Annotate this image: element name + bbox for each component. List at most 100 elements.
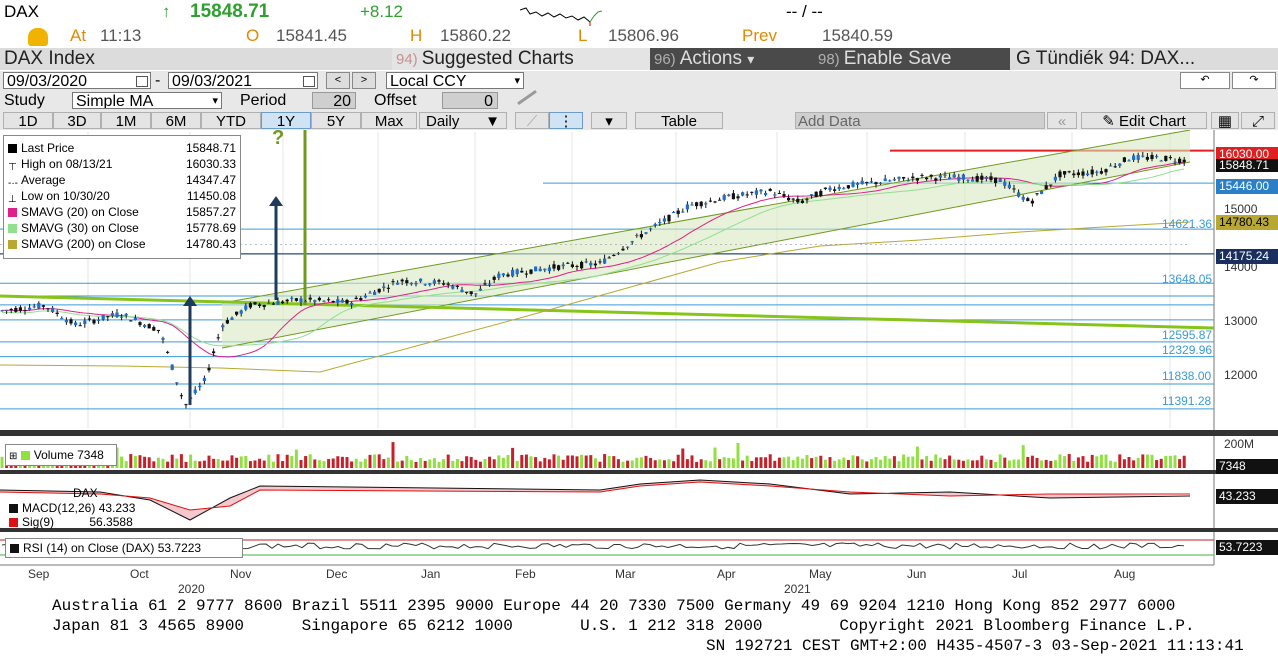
undo-button[interactable]: ↶ — [1180, 72, 1230, 89]
line-chart-button[interactable]: ⟋ — [515, 112, 549, 130]
candle — [1104, 169, 1108, 173]
candle — [32, 306, 36, 308]
volume-bar — [129, 454, 133, 468]
prev-period-button[interactable]: < — [326, 72, 350, 89]
range-1d[interactable]: 1D — [3, 112, 53, 130]
candle — [584, 261, 588, 263]
volume-bar — [787, 456, 791, 468]
range-3d[interactable]: 3D — [53, 112, 101, 130]
tag-last-price: 15848.71 — [1216, 159, 1278, 172]
alert-icon[interactable] — [28, 28, 48, 46]
range-1y[interactable]: 1Y — [261, 112, 311, 130]
volume-bar — [345, 457, 349, 468]
candle — [543, 268, 547, 271]
actions-button[interactable]: 96) Actions ▾ — [650, 48, 814, 70]
start-date-input[interactable]: 09/03/2020 — [3, 72, 151, 89]
legend-last[interactable]: Last Price 15848.71 — [8, 141, 236, 156]
security-name[interactable]: DAX Index — [0, 48, 395, 70]
volume-bar — [879, 459, 883, 468]
candle — [161, 337, 165, 340]
volume-bar — [465, 456, 469, 468]
range-1m[interactable]: 1M — [101, 112, 151, 130]
candle — [55, 312, 59, 314]
candle — [580, 261, 584, 269]
candle — [644, 232, 648, 234]
legend-sma200[interactable]: SMAVG (200) on Close 14780.43 — [8, 237, 236, 252]
legend-sma30[interactable]: SMAVG (30) on Close 15778.69 — [8, 221, 236, 236]
volume-bar — [202, 460, 206, 468]
chart-settings-icon[interactable]: ▦ — [1211, 112, 1239, 130]
offset-label: Offset — [374, 92, 417, 109]
candle — [478, 288, 482, 291]
study-select[interactable]: Simple MA ▾ — [72, 92, 222, 109]
offset-input[interactable]: 0 — [442, 92, 498, 110]
candle — [865, 181, 869, 183]
legend-sma20[interactable]: SMAVG (20) on Close 15857.27 — [8, 205, 236, 220]
macd-label: MACD(12,26) — [22, 501, 96, 515]
sma30-line — [1, 168, 1185, 347]
edit-chart-button[interactable]: ✎ Edit Chart — [1081, 112, 1207, 130]
collapse-button[interactable]: « — [1047, 112, 1077, 130]
volume-bar — [998, 454, 1002, 468]
volume-bar — [239, 456, 243, 468]
volume-bar — [271, 461, 275, 468]
volume-bar — [915, 446, 919, 468]
volume-bar — [1030, 455, 1034, 468]
fullscreen-icon[interactable]: ⤢ — [1241, 112, 1275, 130]
calendar-icon[interactable] — [136, 76, 148, 87]
volume-bar — [938, 457, 942, 468]
enable-save-button[interactable]: 98) Enable Save — [814, 48, 1010, 70]
currency-select[interactable]: Local CCY ▾ — [386, 72, 524, 89]
candles — [0, 151, 1186, 409]
candle — [451, 286, 455, 289]
volume-bar — [506, 455, 510, 468]
candle-chart-button[interactable]: ⋮ — [549, 112, 583, 130]
legend-high[interactable]: ⊤ High on 08/13/21 16030.33 — [8, 157, 236, 174]
legend-low[interactable]: ⊥ Low on 10/30/20 11450.08 — [8, 189, 236, 206]
chart-type-dropdown[interactable]: ▾ — [591, 112, 627, 130]
macd-row[interactable]: MACD(12,26) 43.233 — [9, 501, 135, 515]
expand-icon[interactable]: ⊞ — [9, 451, 18, 462]
volume-bar — [846, 460, 850, 468]
candle — [998, 178, 1002, 183]
range-max[interactable]: Max — [361, 112, 417, 130]
candle — [386, 287, 390, 289]
sig-row[interactable]: Sig(9) 56.3588 — [9, 515, 133, 529]
tag-rsi: 53.7223 — [1216, 540, 1278, 555]
range-ytd[interactable]: YTD — [201, 112, 261, 130]
legend-average[interactable]: -·- Average 14347.47 — [8, 173, 236, 190]
candle — [400, 279, 404, 282]
candle — [837, 186, 841, 189]
frequency-select[interactable]: Daily ▼ — [419, 112, 507, 130]
candle — [350, 302, 354, 305]
table-button[interactable]: Table — [635, 112, 723, 130]
suggested-charts-button[interactable]: 94) Suggested Charts — [392, 48, 650, 70]
enable-label: Enable Save — [843, 48, 952, 69]
candle — [258, 304, 262, 307]
next-period-button[interactable]: > — [352, 72, 376, 89]
end-date-input[interactable]: 09/03/2021 — [168, 72, 318, 89]
candle — [759, 189, 763, 192]
range-6m[interactable]: 6M — [151, 112, 201, 130]
range-5y[interactable]: 5Y — [311, 112, 361, 130]
low-value: 15806.96 — [608, 26, 679, 45]
redo-button[interactable]: ↷ — [1232, 72, 1276, 89]
volume-bar — [1109, 460, 1113, 468]
volume-bar — [308, 454, 312, 468]
volume-bar — [1053, 460, 1057, 468]
volume-bar — [810, 458, 814, 468]
volume-bar — [805, 454, 809, 468]
user-tab[interactable]: G Tündiék 94: DAX... — [1012, 48, 1278, 70]
candle — [1026, 198, 1030, 202]
candle — [1003, 181, 1007, 186]
volume-bar — [290, 456, 294, 468]
volume-bar — [488, 456, 492, 468]
calendar-icon[interactable] — [303, 76, 315, 87]
volume-bar — [580, 454, 584, 468]
period-input[interactable]: 20 — [312, 92, 356, 110]
add-data-input[interactable]: Add Data — [795, 112, 1045, 130]
volume-bar — [161, 458, 165, 468]
candle — [589, 262, 593, 266]
candle — [368, 292, 372, 294]
candle — [239, 310, 243, 314]
